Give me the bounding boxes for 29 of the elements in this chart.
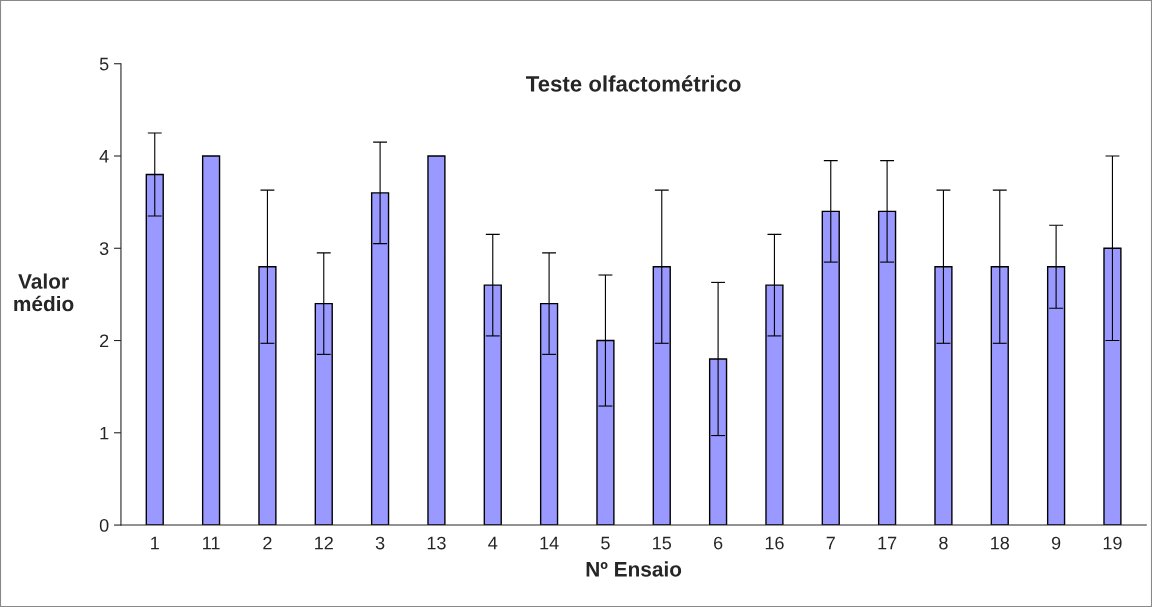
x-tick-label: 15 <box>653 536 672 550</box>
x-tick-label: 9 <box>1051 536 1061 550</box>
x-tick-label: 4 <box>488 536 498 550</box>
x-tick-label: 1 <box>151 536 159 550</box>
bar <box>427 155 446 526</box>
y-tick-label: 4 <box>99 150 109 163</box>
y-tick-label: 1 <box>100 426 109 440</box>
x-tick-label: 2 <box>263 536 272 550</box>
x-tick-label: 7 <box>826 536 835 550</box>
y-tick-label: 3 <box>99 242 109 255</box>
x-tick-label: 18 <box>991 536 1010 550</box>
x-tick-label: 3 <box>375 536 385 550</box>
y-axis-title: Valor médio <box>14 273 74 312</box>
y-tick-label: 0 <box>99 518 109 532</box>
x-tick-label: 11 <box>203 536 220 550</box>
x-tick-label: 16 <box>765 536 784 550</box>
x-tick-label: 13 <box>427 536 446 550</box>
x-tick-label: 17 <box>878 536 897 550</box>
x-tick-label: 12 <box>315 536 333 550</box>
x-tick-label: 5 <box>601 536 610 550</box>
bar <box>201 155 221 526</box>
y-tick-label: 2 <box>100 334 109 348</box>
x-tick-label: 6 <box>714 536 723 550</box>
y-tick-label: 5 <box>99 57 109 71</box>
x-tick-label: 19 <box>1103 536 1122 550</box>
x-axis-title: Nº Ensaio <box>586 561 682 577</box>
x-tick-label: 8 <box>939 536 948 550</box>
chart-title: Teste olfactométrico <box>526 75 741 92</box>
x-tick-label: 14 <box>540 536 559 550</box>
